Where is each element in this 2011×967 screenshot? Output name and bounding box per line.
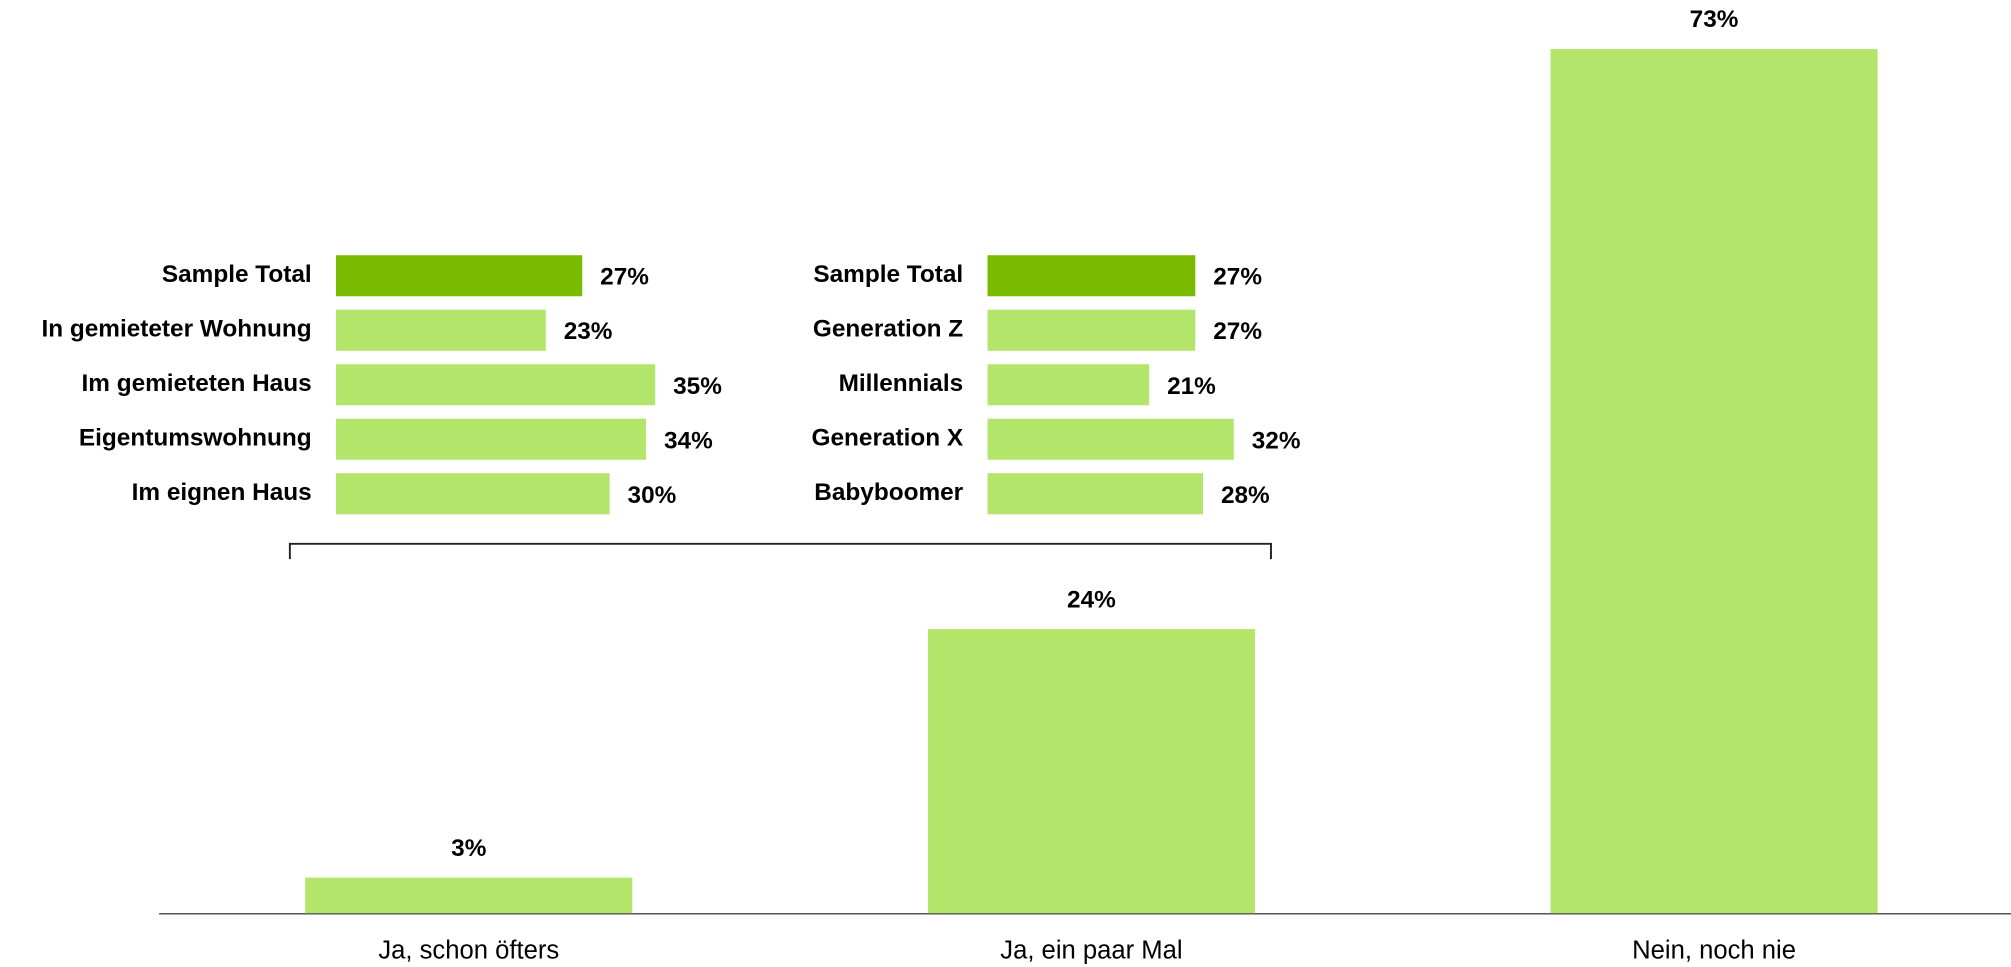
value-label: 27% bbox=[1213, 264, 1262, 291]
bar bbox=[987, 418, 1234, 460]
category-label: Im eignen Haus bbox=[132, 479, 312, 506]
value-label: 23% bbox=[564, 318, 613, 345]
value-label: 73% bbox=[1690, 6, 1739, 33]
category-label: Nein, noch nie bbox=[1632, 936, 1796, 964]
category-label: Im gemieteten Haus bbox=[82, 370, 312, 397]
bar bbox=[336, 364, 656, 406]
value-label: 28% bbox=[1221, 482, 1270, 509]
value-label: 34% bbox=[664, 427, 713, 454]
bar bbox=[987, 364, 1150, 406]
bar bbox=[987, 255, 1196, 297]
bar bbox=[305, 877, 633, 914]
bar bbox=[987, 473, 1204, 515]
bar bbox=[1550, 49, 1878, 914]
value-label: 3% bbox=[451, 835, 487, 862]
value-label: 24% bbox=[1067, 586, 1116, 613]
bar bbox=[336, 255, 583, 297]
value-label: 30% bbox=[628, 482, 677, 509]
value-label: 32% bbox=[1252, 427, 1301, 454]
value-label: 35% bbox=[673, 373, 722, 400]
category-label: Millennials bbox=[839, 370, 964, 397]
bar bbox=[336, 309, 546, 351]
category-label: Ja, ein paar Mal bbox=[1000, 936, 1182, 964]
value-label: 27% bbox=[600, 264, 649, 291]
category-label: In gemieteter Wohnung bbox=[41, 316, 311, 343]
value-label: 27% bbox=[1213, 318, 1262, 345]
category-label: Generation X bbox=[812, 425, 964, 452]
category-label: Babyboomer bbox=[814, 479, 963, 506]
bar bbox=[336, 418, 647, 460]
category-label: Generation Z bbox=[813, 316, 963, 343]
bar bbox=[336, 473, 610, 515]
category-label: Ja, schon öfters bbox=[378, 936, 559, 964]
category-label: Sample Total bbox=[162, 261, 312, 288]
category-label: Eigentumswohnung bbox=[79, 425, 312, 452]
bar bbox=[987, 309, 1196, 351]
bracket bbox=[288, 542, 1272, 560]
category-label: Sample Total bbox=[813, 261, 963, 288]
bar bbox=[927, 629, 1255, 914]
value-label: 21% bbox=[1167, 373, 1216, 400]
